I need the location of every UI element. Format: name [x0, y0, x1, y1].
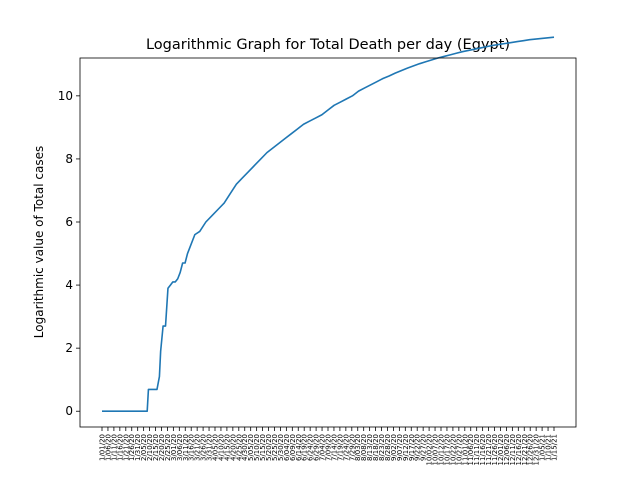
x-tick-label: 5/05/20	[247, 434, 255, 461]
x-tick-label: 11/26/20	[491, 434, 499, 465]
x-tick-label: 9/17/20	[408, 434, 416, 461]
x-tick-label: 3/26/20	[200, 434, 208, 461]
x-tick-label: 1/05/21	[539, 434, 547, 461]
x-tick-label: 3/01/20	[170, 434, 178, 461]
x-tick-label: 6/09/20	[289, 434, 297, 461]
x-tick-label: 6/29/20	[313, 434, 321, 461]
x-tick-label: 3/21/20	[194, 434, 202, 461]
x-tick-label: 2/05/20	[140, 434, 148, 461]
x-tick-label: 11/06/20	[467, 434, 475, 465]
x-tick-label: 10/02/20	[426, 434, 434, 465]
y-tick-label: 0	[65, 404, 73, 418]
x-tick-label: 3/16/20	[188, 434, 196, 461]
x-tick-label: 7/09/20	[325, 434, 333, 461]
x-tick-label: 8/13/20	[366, 434, 374, 461]
x-tick-label: 4/10/20	[217, 434, 225, 461]
series-line	[102, 36, 555, 413]
x-tick-label: 1/16/20	[116, 434, 124, 461]
x-tick-label: 10/27/20	[455, 434, 463, 465]
x-tick-label: 1/01/20	[99, 434, 107, 461]
x-tick-label: 8/18/20	[372, 434, 380, 461]
x-tick-label: 5/15/20	[259, 434, 267, 461]
x-tick-label: 9/12/20	[402, 434, 410, 461]
y-tick-label: 10	[58, 89, 73, 103]
x-tick-label: 12/21/20	[521, 434, 529, 465]
x-tick-label: 4/05/20	[212, 434, 220, 461]
y-tick-label: 6	[65, 215, 73, 229]
x-tick-label: 7/14/20	[330, 434, 338, 461]
x-tick-label: 12/16/20	[515, 434, 523, 465]
series-group	[102, 36, 555, 413]
x-tick-label: 6/24/20	[307, 434, 315, 461]
x-tick-label: 7/04/20	[319, 434, 327, 461]
y-axis-ticks: 0 2 4 6 8 10	[58, 89, 80, 418]
x-tick-label: 1/26/20	[128, 434, 136, 461]
x-axis-ticks: 1/01/201/06/201/11/201/16/201/21/201/26/…	[99, 427, 559, 465]
x-tick-label: 8/03/20	[354, 434, 362, 461]
x-tick-label: 12/11/20	[509, 434, 517, 465]
x-tick-label: 10/17/20	[443, 434, 451, 465]
y-tick-label: 2	[65, 341, 73, 355]
x-tick-label: 2/25/20	[164, 434, 172, 461]
y-tick-label: 8	[65, 152, 73, 166]
x-tick-label: 6/04/20	[283, 434, 291, 461]
x-tick-label: 9/02/20	[390, 434, 398, 461]
x-tick-label: 5/25/20	[271, 434, 279, 461]
x-tick-label: 8/08/20	[360, 434, 368, 461]
y-axis-label: Logarithmic value of Total cases	[32, 146, 46, 338]
x-tick-label: 3/31/20	[206, 434, 214, 461]
x-tick-label: 1/06/20	[104, 434, 112, 461]
x-tick-label: 10/12/20	[438, 434, 446, 465]
x-tick-label: 5/10/20	[253, 434, 261, 461]
x-tick-label: 5/20/20	[265, 434, 273, 461]
x-tick-label: 9/27/20	[420, 434, 428, 461]
x-tick-label: 1/21/20	[122, 434, 130, 461]
x-tick-label: 2/15/20	[152, 434, 160, 461]
chart-title: Logarithmic Graph for Total Death per da…	[146, 37, 510, 53]
x-tick-label: 4/15/20	[223, 434, 231, 461]
x-tick-label: 10/07/20	[432, 434, 440, 465]
x-tick-label: 1/10/21	[545, 434, 553, 461]
x-tick-label: 9/22/20	[414, 434, 422, 461]
x-tick-label: 1/31/20	[134, 434, 142, 461]
x-tick-label: 2/10/20	[146, 434, 154, 461]
x-tick-label: 11/01/20	[461, 434, 469, 465]
x-tick-label: 12/26/20	[527, 434, 535, 465]
x-tick-label: 11/21/20	[485, 434, 493, 465]
x-tick-label: 9/07/20	[396, 434, 404, 461]
x-tick-label: 11/16/20	[479, 434, 487, 465]
x-tick-label: 6/19/20	[301, 434, 309, 461]
x-tick-label: 7/19/20	[336, 434, 344, 461]
x-tick-label: 8/23/20	[378, 434, 386, 461]
x-tick-label: 4/25/20	[235, 434, 243, 461]
plot-frame	[79, 57, 577, 428]
x-tick-label: 3/11/20	[182, 434, 190, 461]
x-tick-label: 5/30/20	[277, 434, 285, 461]
x-tick-label: 1/15/21	[551, 434, 559, 461]
y-tick-label: 4	[65, 278, 73, 292]
x-tick-label: 12/01/20	[497, 434, 505, 465]
x-tick-label: 3/06/20	[176, 434, 184, 461]
x-tick-label: 2/20/20	[158, 434, 166, 461]
x-tick-label: 4/20/20	[229, 434, 237, 461]
x-tick-label: 4/30/20	[241, 434, 249, 461]
x-tick-label: 6/14/20	[295, 434, 303, 461]
x-tick-label: 7/29/20	[348, 434, 356, 461]
x-tick-label: 11/11/20	[473, 434, 481, 465]
x-tick-label: 7/24/20	[342, 434, 350, 461]
x-tick-label: 1/11/20	[110, 434, 118, 461]
x-tick-label: 12/31/20	[533, 434, 541, 465]
x-tick-label: 8/28/20	[384, 434, 392, 461]
x-tick-label: 10/22/20	[449, 434, 457, 465]
x-tick-label: 12/06/20	[503, 434, 511, 465]
